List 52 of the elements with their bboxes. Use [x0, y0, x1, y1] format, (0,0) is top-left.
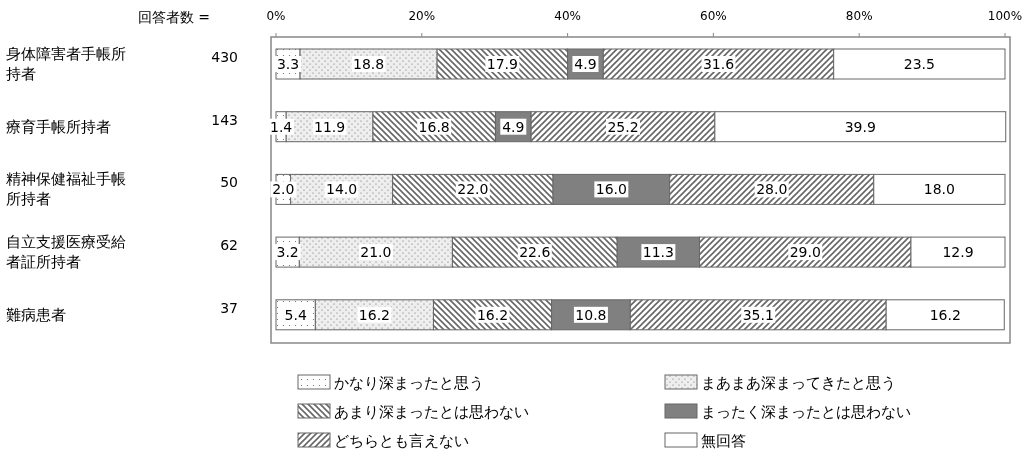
text: 430 [211, 49, 238, 65]
data-label: 31.6 [702, 56, 735, 72]
data-label: 11.9 [314, 118, 346, 135]
data-label: 16.2 [929, 306, 961, 323]
y-tick-label: 身体障害者手帳所持者 [6, 45, 126, 83]
legend-label: まあまあ深まってきたと思う [701, 374, 896, 392]
data-label: 35.1 [742, 306, 774, 323]
data-label: 25.2 [607, 118, 639, 135]
data-label: 21.0 [360, 244, 392, 261]
legend-label: どちらとも言えない [334, 432, 469, 450]
data-label: 23.5 [903, 56, 935, 72]
data-label: 16.2 [358, 306, 390, 323]
text: 50 [220, 174, 238, 191]
data-label: 3.3 [276, 56, 300, 72]
data-label: 29.0 [789, 244, 821, 261]
legend-label: かなり深まったと思う [334, 374, 484, 392]
y-tick-label: 療育手帳所持者 [6, 117, 111, 136]
data-label: 11.3 [642, 244, 674, 261]
data-label: 4.9 [502, 118, 525, 135]
text: 62 [220, 237, 238, 254]
data-label: 16.0 [595, 181, 627, 198]
legend-label: あまり深まったとは思わない [334, 403, 529, 421]
x2-tick-label: 0% [266, 9, 286, 23]
data-label: 5.4 [284, 306, 307, 323]
data-label: 10.8 [575, 306, 607, 323]
y-tick-label: 自立支援医療受給者証所持者 [6, 233, 126, 272]
data-label: 4.9 [574, 56, 597, 72]
data-label: 14.0 [326, 181, 358, 198]
data-label: 17.9 [486, 56, 518, 72]
data-label: 3.2 [276, 244, 299, 261]
x2-tick-label: 40% [554, 9, 581, 23]
x2-tick-label: 60% [700, 9, 727, 23]
data-label: 18.0 [923, 181, 955, 198]
data-label: 22.0 [457, 181, 489, 198]
x2-tick-label: 20% [408, 9, 436, 23]
data-label: 28.0 [756, 181, 788, 198]
text: 37 [220, 299, 238, 316]
y-tick-label: 精神保健福祉手帳所持者 [6, 170, 126, 209]
data-label: 16.2 [476, 306, 509, 323]
data-label: 1.4 [269, 118, 293, 135]
y-tick-label: 難病患者 [6, 305, 66, 324]
data-label: 12.9 [942, 244, 974, 261]
data-label: 2.0 [272, 181, 295, 198]
x2-tick-label: 80% [845, 9, 873, 23]
data-label: 18.8 [353, 56, 385, 72]
legend-label: 無回答 [701, 432, 746, 450]
data-label: 39.9 [844, 118, 876, 135]
data-label: 16.8 [418, 118, 450, 135]
text: 回答者数 = [137, 9, 210, 25]
data-label: 22.6 [519, 244, 551, 261]
x2-tick-label: 100% [987, 9, 1023, 23]
text: 143 [211, 111, 238, 128]
